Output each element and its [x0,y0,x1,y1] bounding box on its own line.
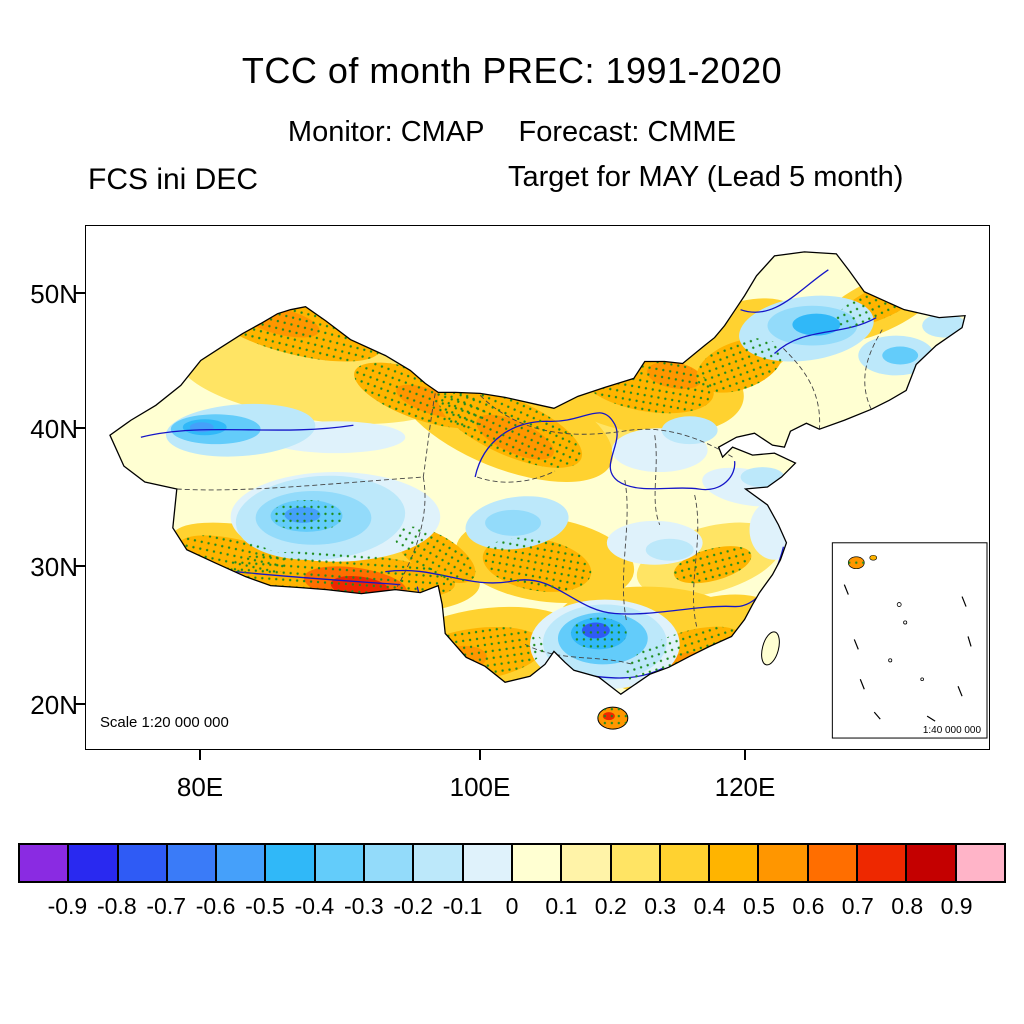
colorbar-tick-label: 0.4 [693,893,726,919]
forecast-label: Forecast: CMME [518,116,737,148]
china-border [109,251,966,696]
forecast-target-label: Target for MAY (Lead 5 month) [508,161,904,193]
colorbar-cell [18,843,70,883]
colorbar-cell [461,843,513,883]
colorbar-tick-label: 0.8 [891,893,924,919]
colorbar-tick-label: 0.2 [594,893,627,919]
colorbar-cell [313,843,366,883]
taiwan-island [761,631,780,666]
colorbar-cell [905,843,957,883]
colorbar-cell [856,843,908,883]
colorbar-cell [165,843,218,883]
colorbar-tick-label: -0.2 [393,893,434,919]
colorbar-tick-label: -0.9 [47,893,88,919]
map-frame: 1:40 000 000 Scale 1:20 000 000 [85,225,990,750]
colorbar-tick-label: -0.3 [343,893,384,919]
colorbar-cell [806,843,859,883]
colorbar-cell [363,843,415,883]
colorbar-cell [215,843,267,883]
colorbar-cell [757,843,809,883]
lat-tickmark [75,703,85,705]
colorbar-labels: -0.9 -0.8 -0.7 -0.6 -0.5 -0.4 -0.3 -0.2 -0.1 0 0.1… [18,893,1006,921]
colorbar-tick-label: -0.6 [195,893,236,919]
colorbar-tick-label: -0.4 [294,893,335,919]
lon-tick-80e: 80E [176,772,224,802]
monitor-label: Monitor: CMAP [287,116,485,148]
colorbar-tick-label: 0.5 [743,893,775,919]
colorbar-tick-label: 0.6 [792,893,825,919]
colorbar-tick-label: 0 [505,893,519,919]
nine-dash-line [843,584,972,722]
lat-tick-40n: 40N [30,414,78,444]
colorbar-cell [708,843,760,883]
page-title: TCC of month PREC: 1991-2020 [241,50,783,91]
colorbar [18,843,1006,883]
inset-scale-label: 1:40 000 000 [923,725,982,736]
south-china-sea-inset: 1:40 000 000 [831,542,988,739]
lat-tickmark [75,292,85,294]
lon-tick-100e: 100E [449,772,511,802]
colorbar-tick-label: -0.8 [96,893,137,919]
colorbar-tick-label: 0.1 [545,893,578,919]
forecast-init-label: FCS ini DEC [88,163,259,196]
lon-tick-120e: 120E [714,772,776,802]
colorbar-cell [412,843,464,883]
colorbar-cell [954,843,1006,883]
colorbar-cell [264,843,316,883]
colorbar-tick-label: -0.1 [442,893,483,919]
lat-tick-50n: 50N [30,279,78,309]
colorbar-tick-label: 0.9 [940,893,973,919]
inset-islands [888,602,924,682]
colorbar-cell [658,843,711,883]
lon-tickmark [479,750,481,760]
map-scale-label: Scale 1:20 000 000 [100,714,229,731]
lon-tickmark [744,750,746,760]
lat-tickmark [75,427,85,429]
hainan-island [597,706,629,730]
lat-tick-30n: 30N [30,552,78,582]
colorbar-tick-label: 0.3 [644,893,677,919]
lat-tickmark [75,565,85,567]
subtitle-row: Monitor: CMAP Forecast: CMME [0,116,1024,149]
lon-tickmark [199,750,201,760]
colorbar-cell [510,843,563,883]
colorbar-cell [116,843,168,883]
colorbar-cell [609,843,661,883]
colorbar-tick-label: -0.5 [245,893,285,919]
colorbar-tick-label: -0.7 [146,893,187,919]
colorbar-cell [560,843,612,883]
lat-tick-20n: 20N [30,690,78,720]
colorbar-tick-label: 0.7 [841,893,874,919]
china-tcc-map: 1:40 000 000 Scale 1:20 000 000 [100,251,988,739]
colorbar-cell [67,843,119,883]
